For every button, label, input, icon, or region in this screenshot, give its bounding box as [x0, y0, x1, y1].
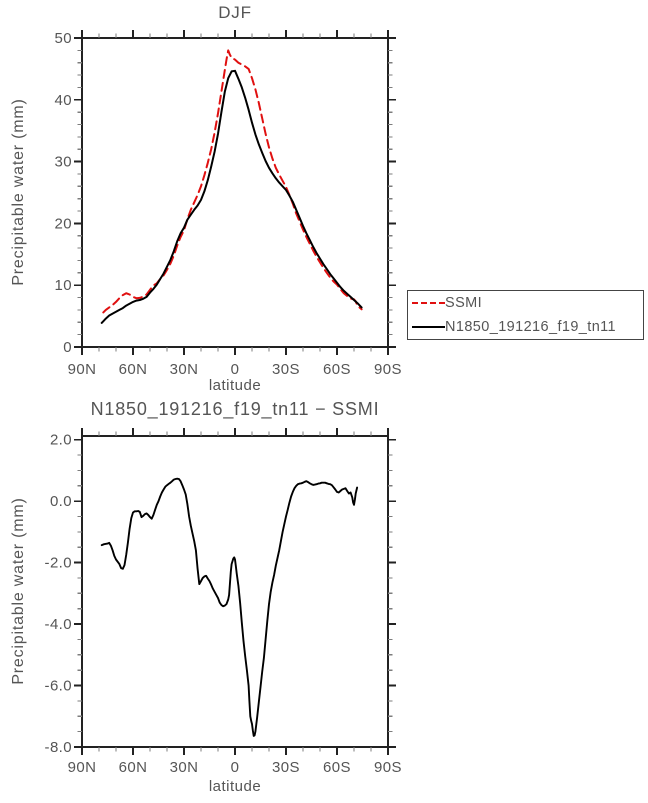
- plot-box: [81, 435, 389, 748]
- x-tick-label: 30S: [272, 361, 300, 378]
- x-tick-label: 90N: [68, 759, 97, 776]
- legend-item-model: N1850_191216_f19_tn11: [408, 315, 643, 339]
- top-chart-ylabel: Precipitable water (mm): [10, 98, 27, 286]
- model-solid-line-icon: [412, 326, 445, 328]
- y-tick-label: -6.0: [45, 678, 72, 695]
- x-tick-label: 60S: [323, 361, 351, 378]
- x-tick-label: 60N: [119, 759, 148, 776]
- ssmi-dashed-line-icon: [412, 302, 445, 304]
- y-tick-label: 40: [55, 92, 73, 109]
- x-tick-label: 90S: [374, 759, 402, 776]
- tick-labels: 90N 60N 30N 0 30S 60S 90S 0 10 20 30 40 50: [55, 30, 402, 378]
- minor-ticks: [77, 431, 393, 752]
- y-tick-label: 20: [55, 215, 73, 232]
- legend-label-model: N1850_191216_f19_tn11: [445, 318, 617, 335]
- plot-box: [81, 37, 389, 348]
- chart-panel-1: 90N 60N 30N 0 30S 60S 90S 2.0 0.0 -2.0 -4.0 -6.0 -8.…: [45, 428, 402, 776]
- y-tick-label: 0: [63, 339, 72, 356]
- x-tick-label: 90N: [68, 361, 97, 378]
- x-tick-label: 30N: [170, 759, 199, 776]
- y-tick-label: -2.0: [45, 555, 72, 572]
- bottom-chart-xlabel: latitude: [208, 778, 262, 795]
- series-line-n1850-191216-f19-tn11-ssmi: [100, 477, 359, 737]
- x-tick-label: 30S: [272, 759, 300, 776]
- top-chart-title: DJF: [218, 3, 252, 22]
- y-tick-label: 10: [55, 277, 73, 294]
- axes-and-ticks: [74, 30, 396, 355]
- series-line-n1850-191216-f19-tn11: [100, 69, 363, 324]
- x-tick-label: 0: [231, 759, 240, 776]
- x-tick-label: 60N: [119, 361, 148, 378]
- y-tick-label: -4.0: [45, 616, 72, 633]
- x-tick-label: 60S: [323, 759, 351, 776]
- y-tick-label: 0.0: [50, 493, 72, 510]
- top-chart-xlabel: latitude: [208, 377, 262, 394]
- axes-and-ticks: [74, 428, 396, 755]
- y-tick-label: -8.0: [45, 739, 72, 756]
- series-line-ssmi: [102, 49, 363, 314]
- bottom-chart-ylabel: Precipitable water (mm): [10, 497, 27, 685]
- legend-item-ssmi: SSMI: [408, 291, 643, 315]
- minor-ticks: [77, 33, 393, 352]
- bottom-chart-title: N1850_191216_f19_tn11 − SSMI: [90, 399, 380, 419]
- legend-label-ssmi: SSMI: [445, 294, 483, 311]
- y-tick-label: 2.0: [50, 432, 72, 449]
- y-tick-label: 50: [55, 30, 73, 47]
- x-tick-label: 90S: [374, 361, 402, 378]
- x-tick-label: 30N: [170, 361, 199, 378]
- x-tick-label: 0: [231, 361, 240, 378]
- tick-labels: 90N 60N 30N 0 30S 60S 90S 2.0 0.0 -2.0 -4.0 -6.0 -8.…: [45, 432, 402, 776]
- chart-panel-0: 90N 60N 30N 0 30S 60S 90S 0 10 20 30 40 50: [55, 30, 402, 378]
- legend: SSMI N1850_191216_f19_tn11: [407, 290, 644, 340]
- y-tick-label: 30: [55, 154, 73, 171]
